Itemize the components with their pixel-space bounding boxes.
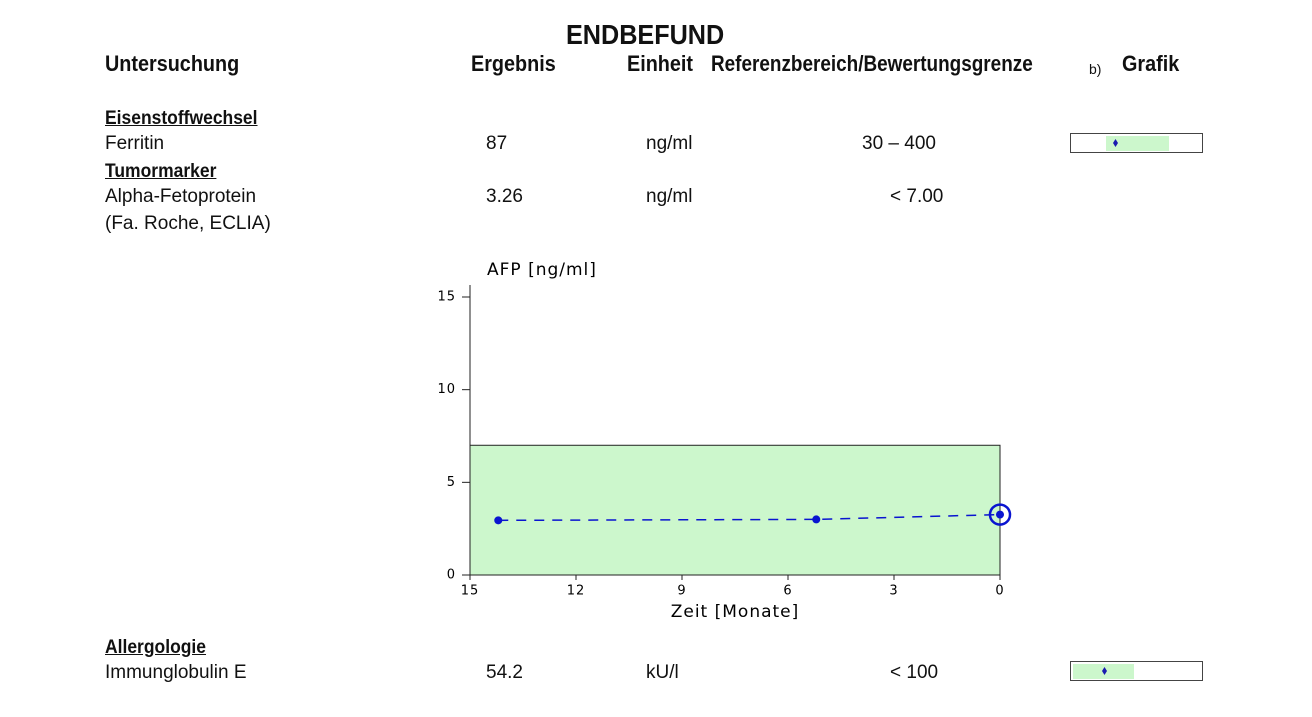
data-point [996,510,1004,519]
y-tick-label: 5 [447,475,456,490]
range-graphic [1070,133,1203,153]
result: 54.2 [486,662,523,683]
column-header: Ergebnis [471,51,556,76]
column-header: Einheit [627,51,694,76]
y-tick-label: 0 [447,568,456,583]
column-header: Referenzbereich/Bewertungsgrenze [711,51,1033,76]
y-tick-label: 15 [437,290,456,305]
result: 3.26 [486,186,523,207]
unit: ng/ml [646,186,693,207]
x-tick-label: 12 [567,584,586,599]
x-tick-label: 9 [677,584,686,599]
x-tick-label: 0 [995,584,1004,599]
test-name: Immunglobulin E [105,662,247,683]
chart-title: AFP [ng/ml] [487,260,597,280]
data-point [812,515,821,524]
value-marker [1102,667,1107,675]
test-name: Alpha-Fetoprotein [105,186,257,207]
section-title: Tumormarker [105,161,217,182]
trend-line [498,513,1001,522]
x-axis-label: Zeit [Monate] [671,602,800,622]
column-header: Untersuchung [105,51,240,76]
x-tick-label: 3 [889,584,898,599]
unit: ng/ml [646,133,693,154]
column-header: Grafik [1122,51,1180,76]
data-point [494,516,503,525]
section-title: Allergologie [105,637,207,658]
current-marker [988,503,1012,526]
test-note: (Fa. Roche, ECLIA) [105,213,271,234]
result: 87 [486,133,508,154]
unit: kU/l [646,662,679,683]
reference: 30 – 400 [862,133,936,154]
title: ENDBEFUND [566,19,725,50]
reference: < 100 [890,662,939,683]
reference-band [469,444,1001,576]
y-tick-label: 10 [437,382,456,397]
reference: < 7.00 [890,186,944,207]
x-tick-label: 15 [461,584,480,599]
value-marker [1113,139,1118,147]
test-name: Ferritin [105,133,165,154]
range-graphic [1070,661,1203,681]
x-tick-label: 6 [783,584,792,599]
column-header: b) [1089,61,1102,77]
range-zone [1106,136,1169,151]
section-title: Eisenstoffwechsel [105,108,258,129]
